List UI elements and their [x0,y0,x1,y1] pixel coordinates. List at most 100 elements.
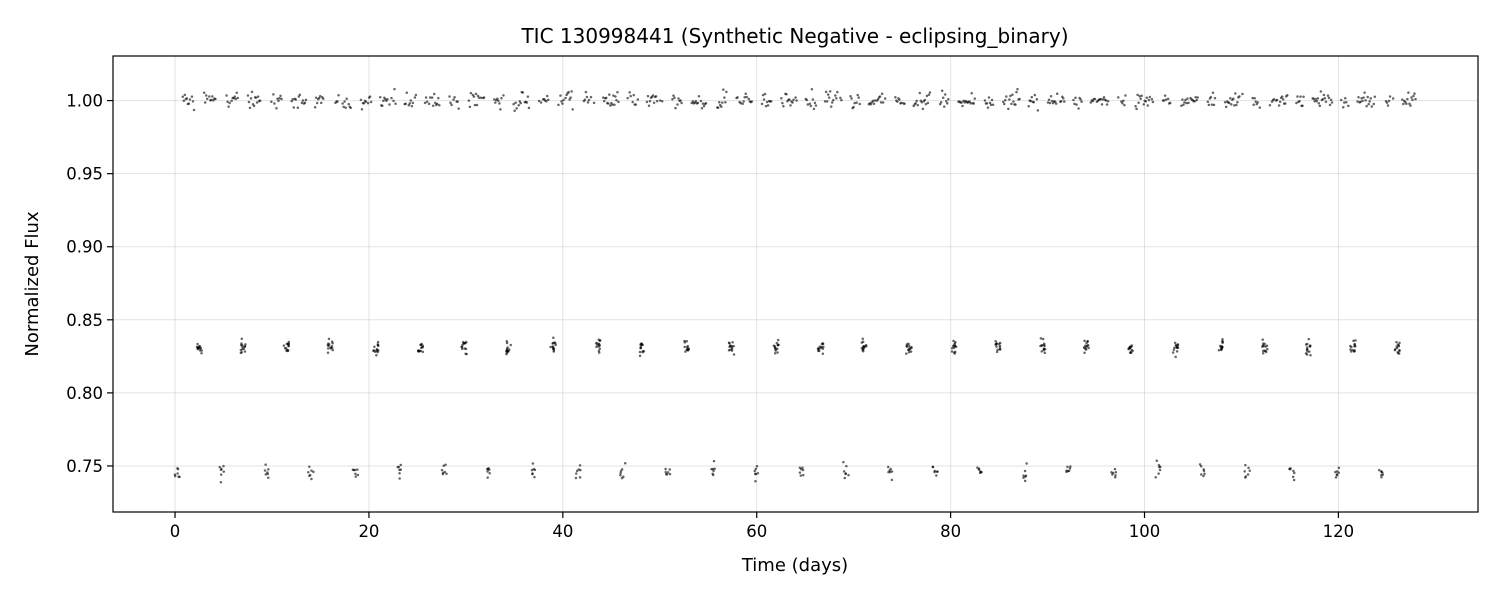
secondary-eclipse-point [772,344,776,347]
baseline-point [808,102,812,105]
primary-eclipse-point [1244,463,1247,467]
baseline-point [609,104,612,107]
primary-eclipse-point [575,469,579,473]
secondary-eclipse-point [822,345,825,349]
secondary-eclipse-point [1172,348,1176,351]
baseline-point [724,101,727,104]
secondary-eclipse-point [240,342,243,345]
secondary-eclipse-point [1086,344,1089,348]
baseline-point [1229,97,1232,100]
secondary-eclipse-point [952,339,955,343]
baseline-point [438,104,441,107]
baseline-point [275,107,278,110]
secondary-eclipse-point [685,339,689,343]
baseline-point [272,93,275,96]
baseline-point [408,102,412,105]
baseline-point [607,102,610,105]
secondary-eclipse-point [1307,337,1310,341]
baseline-point [188,98,192,101]
primary-eclipse-point [267,468,270,471]
secondary-eclipse-point [816,347,820,351]
baseline-point [475,103,479,107]
baseline-point [792,98,795,101]
baseline-point [1283,102,1287,105]
primary-eclipse-point [843,476,847,480]
secondary-eclipse-point [1304,343,1308,346]
secondary-eclipse-point [684,350,687,353]
secondary-eclipse-point [776,338,780,342]
baseline-point [1253,97,1256,100]
secondary-eclipse-point [196,347,200,351]
secondary-eclipse-point [1221,345,1224,349]
x-tick-label: 60 [746,522,767,541]
baseline-point [1312,97,1315,101]
primary-eclipse-point [308,465,311,468]
baseline-point [537,99,541,103]
secondary-eclipse-point [1173,346,1176,350]
secondary-eclipse-point [1173,341,1177,345]
baseline-point [1301,104,1304,107]
baseline-point [1272,98,1276,101]
baseline-point [923,98,927,102]
baseline-point [1347,104,1350,108]
baseline-point [366,101,370,105]
secondary-eclipse-point [685,345,689,349]
secondary-eclipse-point [598,347,602,350]
baseline-point [699,99,703,103]
baseline-point [1206,100,1210,104]
primary-eclipse-point [219,480,223,484]
baseline-point [298,93,302,96]
secondary-eclipse-point [327,344,330,348]
secondary-eclipse-point [638,350,642,354]
secondary-eclipse-point [998,344,1002,348]
baseline-point [437,96,440,100]
baseline-point [1075,103,1078,106]
primary-eclipse-point [264,463,267,466]
primary-eclipse-point [887,470,890,474]
baseline-point [1302,95,1305,98]
baseline-point [303,101,307,104]
secondary-eclipse-point [375,354,378,357]
baseline-point [781,101,784,105]
primary-eclipse-point [486,467,490,471]
secondary-eclipse-point [1263,342,1266,346]
baseline-point [1164,98,1168,101]
baseline-point [691,100,695,103]
baseline-point [648,99,652,103]
baseline-point [824,90,828,94]
baseline-point [472,95,476,98]
secondary-eclipse-point [330,340,334,343]
baseline-point [304,98,308,102]
baseline-point [608,93,611,96]
baseline-point [1251,96,1254,100]
baseline-point [764,104,768,108]
baseline-point [301,99,305,102]
secondary-eclipse-point [598,343,601,346]
baseline-point [850,97,853,100]
baseline-point [291,97,294,101]
baseline-point [677,97,680,100]
secondary-eclipse-point [950,347,954,350]
baseline-point [750,100,754,103]
primary-eclipse-point [936,470,939,473]
baseline-point [1356,100,1359,103]
secondary-eclipse-point [244,343,247,346]
baseline-point [1324,100,1328,104]
baseline-point [1150,98,1154,101]
primary-eclipse-point [1288,467,1291,471]
baseline-point [1060,99,1063,103]
baseline-point [605,96,608,100]
baseline-point [878,95,882,98]
baseline-point [898,98,901,101]
x-tick-label: 80 [940,522,961,541]
secondary-eclipse-point [1354,339,1357,342]
secondary-eclipse-point [285,348,289,352]
x-tick-label: 20 [358,522,379,541]
baseline-point [1166,97,1170,101]
secondary-eclipse-point [1217,348,1221,352]
baseline-point [300,101,304,105]
secondary-eclipse-point [998,348,1001,351]
baseline-point [647,104,651,108]
primary-eclipse-point [356,473,360,477]
baseline-point [1316,97,1320,100]
